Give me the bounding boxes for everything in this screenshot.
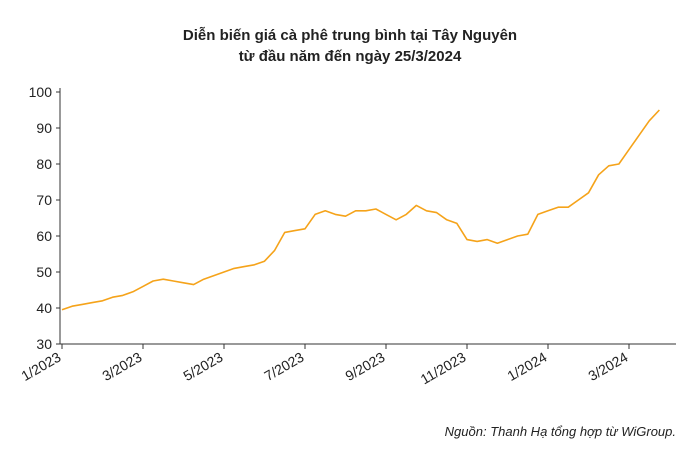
y-tick-label: 40: [36, 300, 52, 316]
y-tick-label: 90: [36, 120, 52, 136]
x-tick-label: 5/2023: [180, 349, 225, 384]
price-line: [61, 109, 660, 311]
x-tick-label: 7/2023: [261, 349, 306, 384]
x-tick-label: 11/2023: [418, 349, 469, 388]
y-tick-label: 70: [36, 192, 52, 208]
source: Nguồn: Thanh Hạ tổng hợp từ WiGroup.: [445, 424, 676, 439]
y-tick-label: 60: [36, 228, 52, 244]
y-tick-label: 30: [36, 336, 52, 352]
chart-title: Diễn biến giá cà phê trung bình tại Tây …: [183, 27, 517, 44]
chart-subtitle: từ đầu năm đến ngày 25/3/2024: [239, 48, 462, 65]
x-tick-label: 3/2023: [99, 349, 144, 384]
x-tick-label: 1/2024: [504, 349, 549, 384]
x-tick-label: 9/2023: [342, 349, 387, 384]
x-tick-label: 1/2023: [18, 349, 63, 384]
y-tick-label: 80: [36, 156, 52, 172]
x-tick-label: 3/2024: [585, 349, 630, 384]
y-tick-label: 100: [29, 84, 53, 100]
y-tick-label: 50: [36, 264, 52, 280]
